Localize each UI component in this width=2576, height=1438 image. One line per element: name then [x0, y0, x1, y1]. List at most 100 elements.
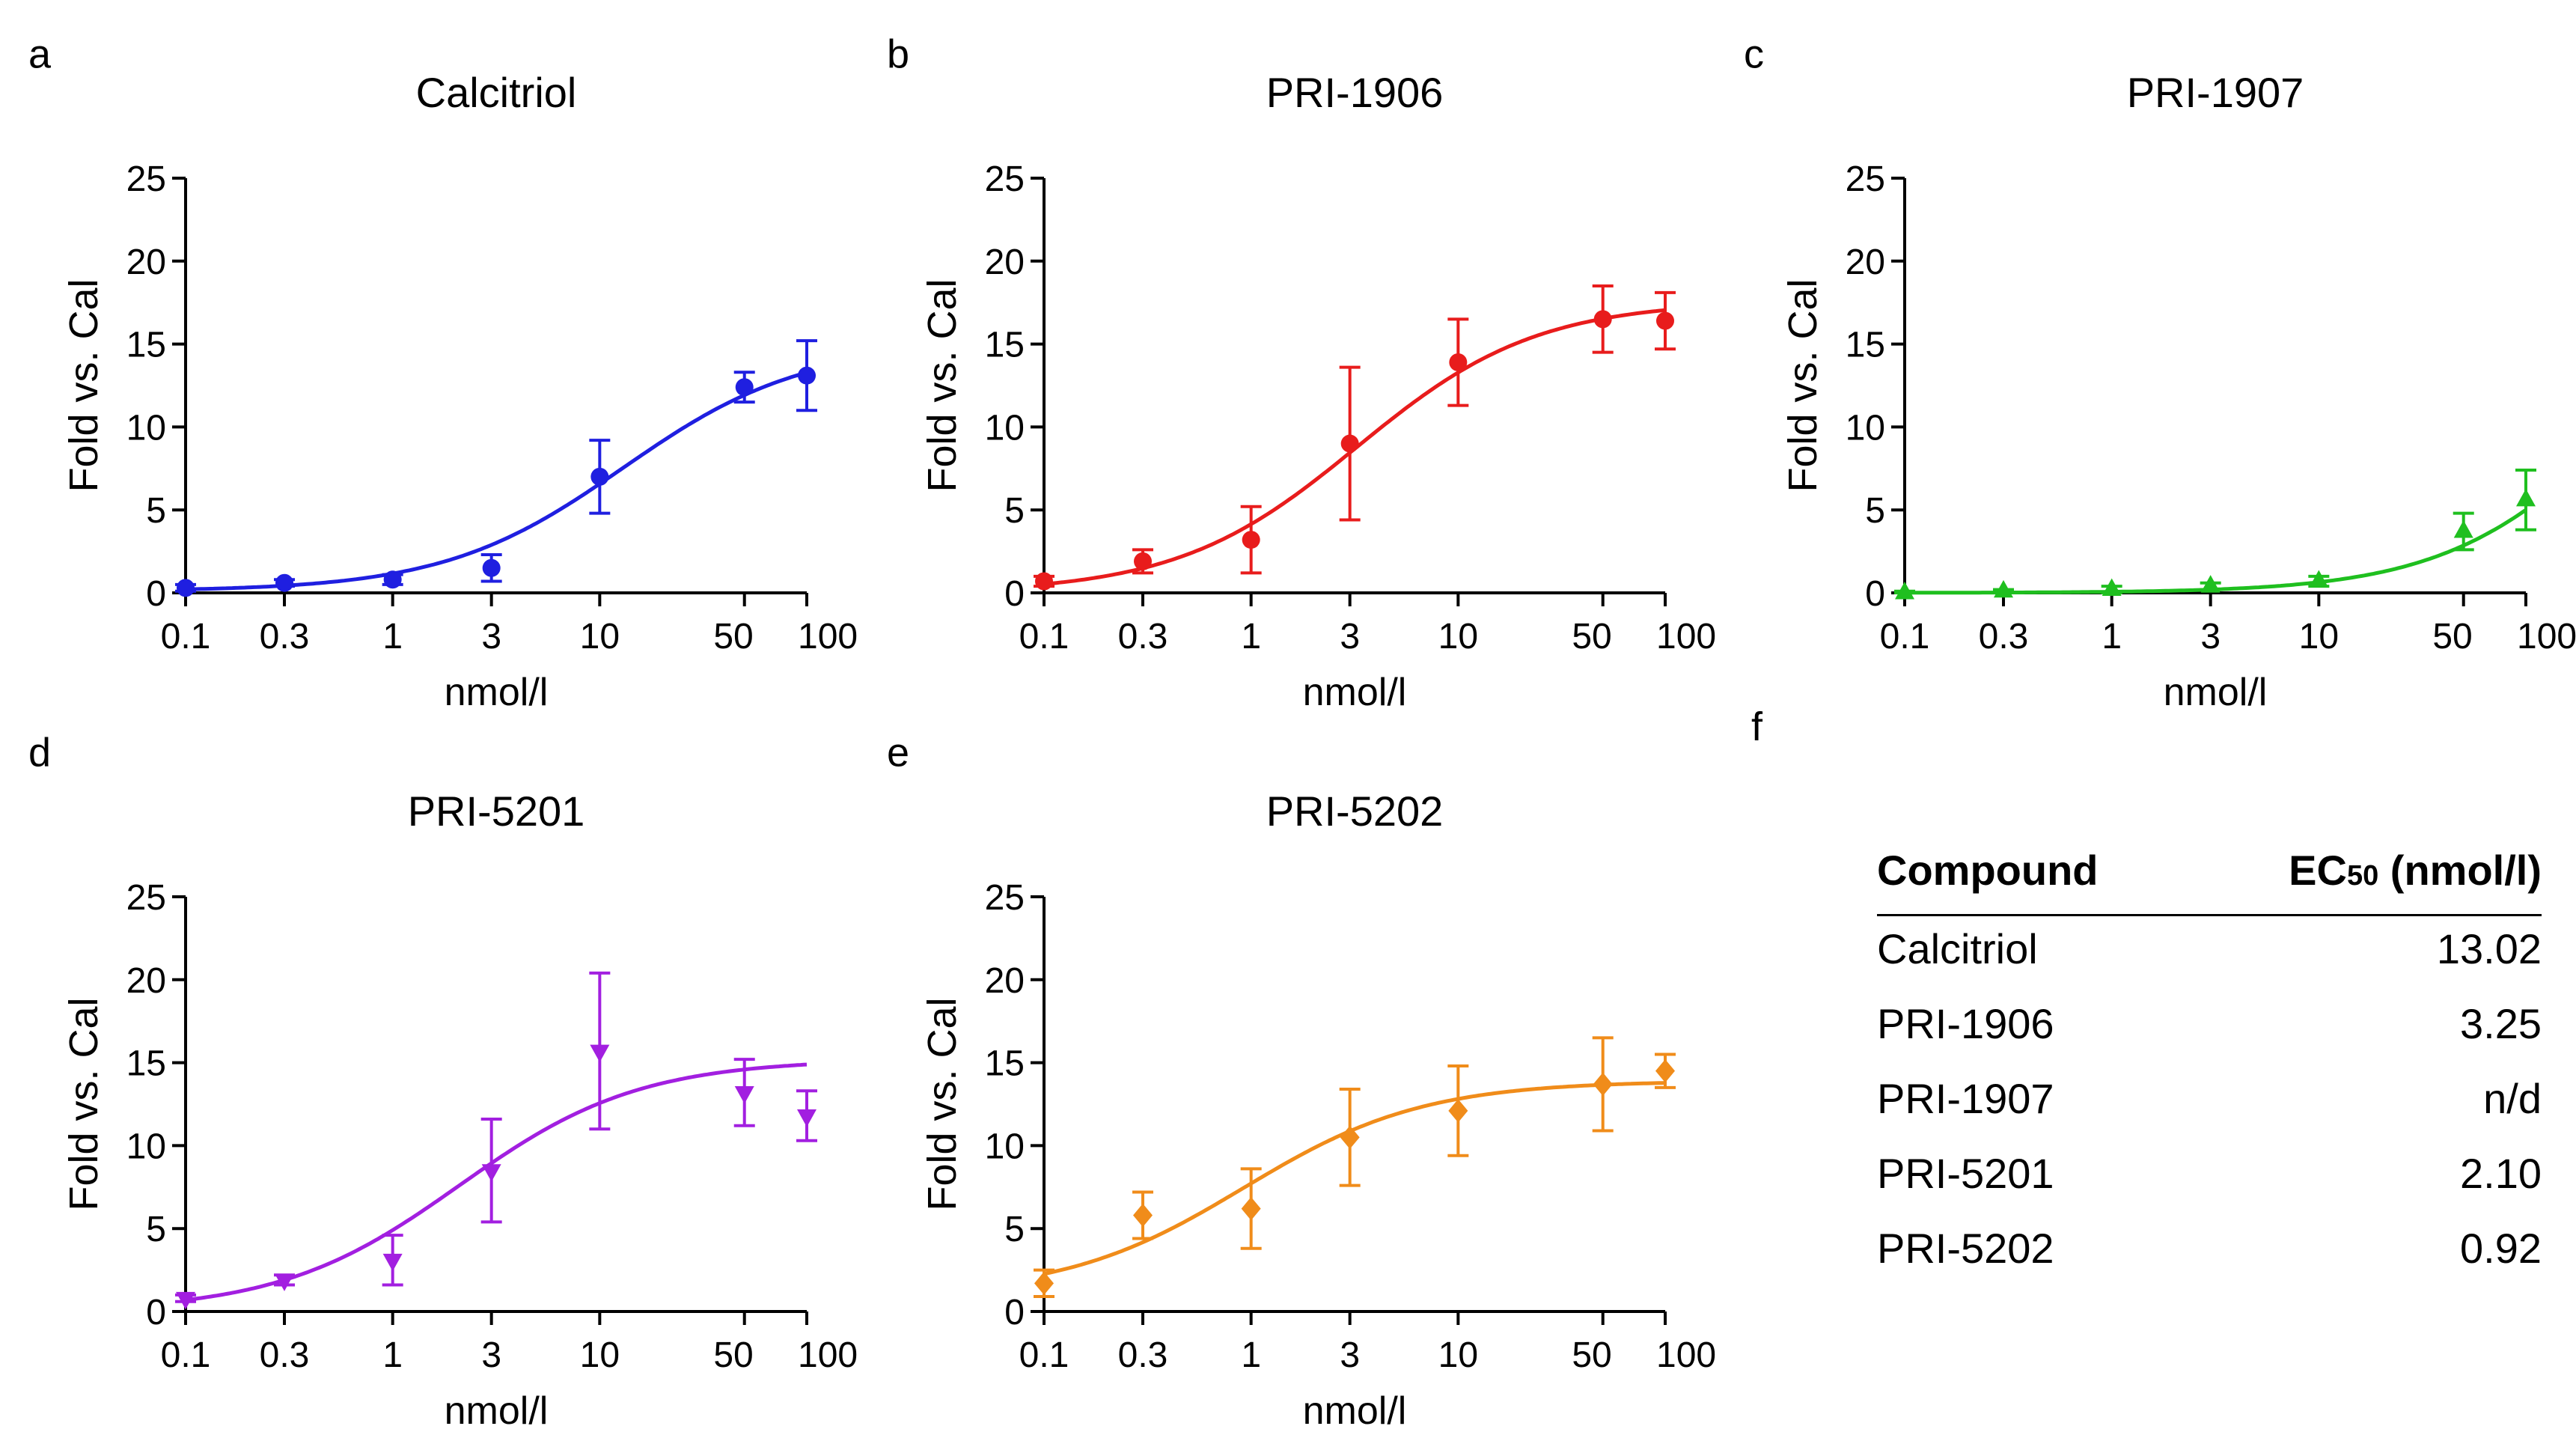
x-tick-label: 50	[1572, 617, 1611, 656]
row-compound: PRI-1906	[1877, 1000, 2054, 1047]
chart-title: PRI-5202	[1266, 787, 1444, 835]
data-point	[275, 573, 294, 592]
header-ec50-main: EC	[2289, 847, 2347, 894]
data-point	[1242, 531, 1260, 549]
y-tick-label: 15	[985, 326, 1025, 365]
data-point	[1133, 1203, 1153, 1228]
x-axis-label: nmol/l	[1303, 1389, 1407, 1433]
x-tick-label: 100	[798, 1335, 858, 1375]
table-row: PRI-5202 0.92	[1877, 1216, 2542, 1291]
y-tick-label: 10	[126, 1127, 166, 1166]
data-point	[2516, 488, 2536, 507]
y-tick-label: 20	[985, 243, 1025, 282]
data-point	[2453, 520, 2473, 538]
x-tick-label: 10	[1438, 617, 1478, 656]
y-tick-label: 10	[985, 1127, 1025, 1166]
header-ec50-unit: (nmol/l)	[2378, 847, 2542, 894]
y-tick-label: 25	[1846, 159, 1885, 199]
x-tick-label: 3	[1340, 617, 1360, 656]
x-tick-label: 0.3	[260, 617, 310, 656]
ec50-table: Compound EC50 (nmol/l) Calcitriol 13.02 …	[1877, 846, 2542, 1291]
data-point	[2309, 570, 2329, 588]
x-tick-label: 1	[1241, 1335, 1261, 1375]
data-point	[481, 1164, 501, 1182]
x-tick-label: 10	[580, 1335, 620, 1375]
y-tick-label: 15	[126, 326, 166, 365]
x-tick-label: 50	[1572, 1335, 1611, 1375]
data-point	[1656, 311, 1674, 330]
chart-title: PRI-1906	[1266, 69, 1444, 116]
row-ec50: 0.92	[2460, 1225, 2542, 1272]
data-point	[2200, 575, 2221, 593]
y-tick-label: 25	[985, 159, 1025, 199]
data-point	[1655, 1059, 1675, 1083]
y-tick-label: 0	[1865, 574, 1885, 614]
data-point	[176, 1291, 195, 1310]
y-tick-label: 20	[985, 961, 1025, 1001]
row-compound: PRI-5202	[1877, 1225, 2054, 1272]
x-tick-label: 10	[1438, 1335, 1478, 1375]
header-compound: Compound	[1877, 847, 2099, 894]
data-point	[275, 1273, 295, 1291]
x-tick-label: 1	[382, 1335, 403, 1375]
x-tick-label: 3	[481, 617, 501, 656]
row-ec50: 2.10	[2460, 1150, 2542, 1197]
chart-title: PRI-5201	[408, 787, 585, 835]
x-axis-label: nmol/l	[2164, 671, 2268, 714]
y-tick-label: 5	[1865, 491, 1885, 531]
data-point	[1994, 579, 2014, 598]
data-point	[1448, 1099, 1468, 1123]
x-tick-label: 0.1	[1019, 1335, 1069, 1375]
x-tick-label: 0.1	[161, 1335, 211, 1375]
y-tick-label: 15	[1846, 326, 1885, 365]
x-axis-label: nmol/l	[1303, 671, 1407, 714]
x-tick-label: 1	[2102, 617, 2122, 656]
x-tick-label: 100	[2517, 617, 2576, 656]
panel-letter-b: b	[887, 31, 909, 76]
row-compound: PRI-5201	[1877, 1150, 2054, 1197]
data-point	[382, 1253, 403, 1272]
fit-curve	[185, 1062, 808, 1303]
y-tick-label: 25	[126, 878, 166, 918]
header-ec50: EC50 (nmol/l)	[2187, 846, 2542, 915]
data-point	[1241, 1197, 1261, 1221]
y-axis-label: Fold vs. Cal	[1780, 278, 1825, 492]
x-tick-label: 3	[2200, 617, 2221, 656]
row-compound: PRI-1907	[1877, 1075, 2054, 1122]
y-tick-label: 20	[126, 961, 166, 1001]
x-tick-label: 3	[481, 1335, 501, 1375]
chart-c: c PRI-1907 0 5 10 15 20 25 0.1 0.3 1 3 10 50 100 nmol/l…	[1744, 31, 2576, 714]
y-tick-label: 25	[126, 159, 166, 199]
row-ec50: 13.02	[2436, 925, 2542, 972]
y-axis-label: Fold vs. Cal	[920, 997, 965, 1210]
row-ec50: 3.25	[2460, 1000, 2542, 1047]
x-tick-label: 3	[1340, 1335, 1360, 1375]
x-tick-label: 1	[382, 617, 403, 656]
x-tick-label: 10	[2299, 617, 2339, 656]
x-tick-label: 50	[713, 617, 753, 656]
data-point	[1340, 434, 1359, 453]
y-tick-label: 0	[146, 574, 166, 614]
fit-curve	[1904, 508, 2527, 595]
y-tick-label: 10	[126, 408, 166, 448]
x-tick-label: 0.1	[1019, 617, 1069, 656]
data-point	[590, 1044, 610, 1063]
row-ec50: n/d	[2483, 1075, 2542, 1122]
y-tick-label: 20	[126, 243, 166, 282]
y-tick-label: 5	[146, 491, 166, 531]
fit-curve	[185, 371, 808, 591]
y-tick-label: 0	[146, 1293, 166, 1332]
x-tick-label: 0.3	[1118, 1335, 1168, 1375]
data-point	[383, 570, 402, 589]
y-axis-label: Fold vs. Cal	[61, 997, 106, 1210]
x-tick-label: 100	[798, 617, 858, 656]
chart-title: Calcitriol	[416, 69, 577, 116]
y-axis-label: Fold vs. Cal	[61, 278, 106, 492]
x-tick-label: 0.3	[260, 1335, 310, 1375]
panel-letter-c: c	[1744, 31, 1764, 76]
panel-letter-f: f	[1751, 704, 1763, 749]
data-point	[590, 467, 609, 486]
data-point	[482, 558, 501, 577]
x-tick-label: 50	[713, 1335, 753, 1375]
y-tick-label: 5	[1004, 1210, 1025, 1249]
